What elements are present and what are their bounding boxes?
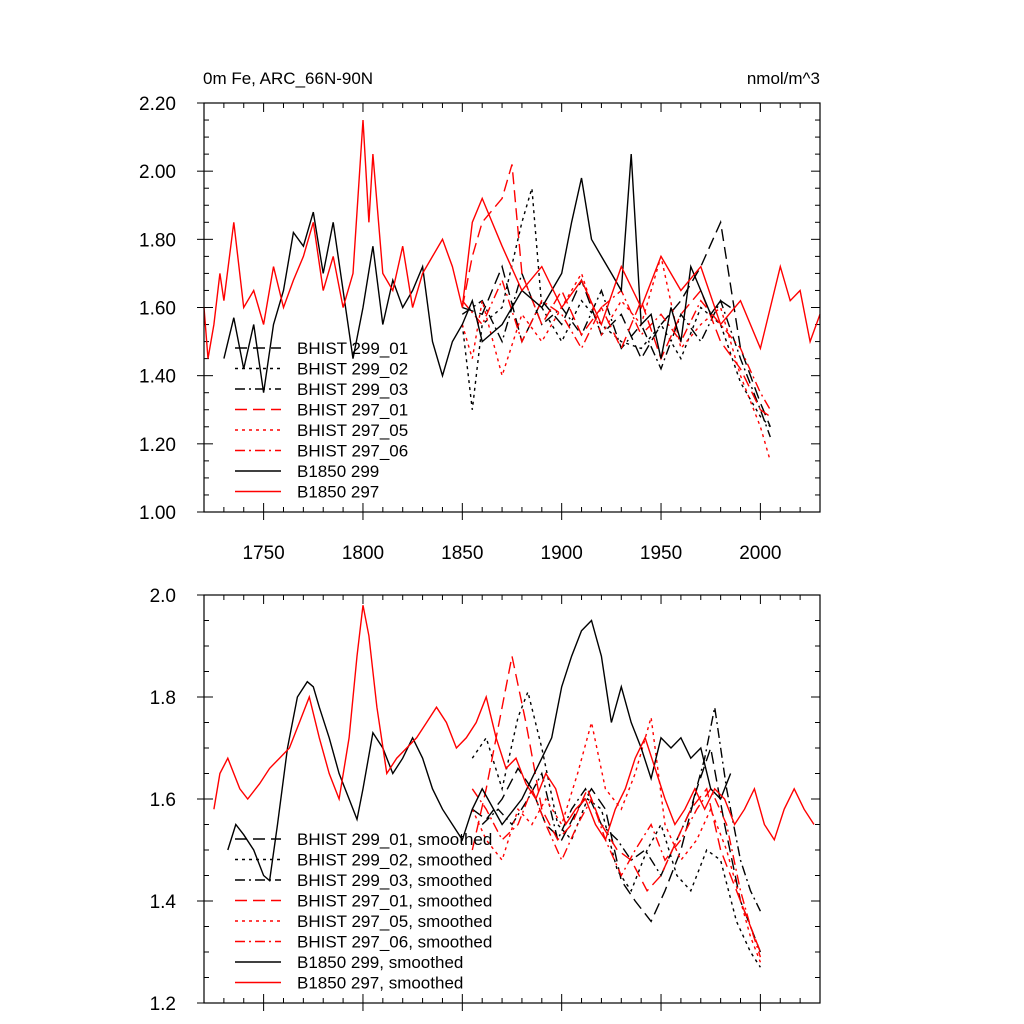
top-series-b1850-299 [223,154,731,393]
top-legend-label: BHIST 297_05 [297,421,408,440]
bottom-legend-label: BHIST 297_06, smoothed [297,933,492,952]
bottom-plot-frame [203,594,821,1004]
top-y-tick-label: 2.00 [139,162,176,183]
bottom-axis-ticks: 1.2 1.4 1.6 1.8 2.0 [150,586,821,1015]
top-x-tick-label: 1750 [242,543,284,564]
top-series-bhist-297-06 [461,278,771,411]
top-x-tick-label: 1850 [441,543,483,564]
bottom-series-group [213,605,815,968]
bottom-series-bhist-297-05-smoothed [471,717,762,963]
bottom-y-tick-label: 2.0 [150,586,176,607]
top-y-tick-label: 2.20 [139,94,176,115]
top-legend-label: BHIST 299_01 [297,339,408,358]
top-legend-label: BHIST 299_03 [297,380,408,399]
bottom-legend-label: BHIST 297_01, smoothed [297,892,492,911]
bottom-series-bhist-297-01-smoothed [471,656,762,953]
top-x-tick-label: 1950 [640,543,682,564]
bottom-legend-label: BHIST 299_01, smoothed [297,830,492,849]
bottom-series-bhist-297-06-smoothed [471,786,762,958]
top-y-tick-label: 1.20 [139,435,176,456]
bottom-series-b1850-297-smoothed [213,605,815,842]
top-chart-title: 0m Fe, ARC_66N-90N [203,69,373,88]
bottom-legend-label: B1850 299, smoothed [297,953,463,972]
top-y-tick-label: 1.60 [139,299,176,320]
top-series-b1850-297 [203,119,821,359]
top-series-bhist-297-01 [461,164,771,418]
top-y-tick-label: 1.40 [139,367,176,388]
top-x-tick-label: 1800 [342,543,384,564]
bottom-legend-label: BHIST 299_02, smoothed [297,851,492,870]
top-legend-label: BHIST 297_06 [297,442,408,461]
top-x-tick-label: 1900 [541,543,583,564]
top-y-tick-label: 1.00 [139,503,176,524]
top-legend-label: B1850 297 [297,483,379,502]
bottom-legend-label: BHIST 299_03, smoothed [297,871,492,890]
bottom-y-tick-label: 1.6 [150,790,176,811]
bottom-series-bhist-299-02-smoothed [471,689,761,968]
top-legend-label: BHIST 299_02 [297,360,408,379]
top-series-group [203,119,821,462]
bottom-y-tick-label: 1.4 [150,892,177,913]
top-series-bhist-299-03 [461,271,771,438]
bottom-legend: BHIST 299_01, smoothed BHIST 299_02, smoo… [235,830,492,993]
top-y-tick-label: 1.80 [139,230,176,251]
top-series-bhist-299-02 [461,188,771,428]
top-panel: 0m Fe, ARC_66N-90N nmol/m^3 1750 1800 1850… [139,69,821,564]
top-plot-frame [203,102,821,513]
top-chart-units: nmol/m^3 [747,69,820,88]
bottom-legend-label: BHIST 297_05, smoothed [297,912,492,931]
bottom-series-bhist-299-01-smoothed [471,745,762,953]
top-legend-label: BHIST 297_01 [297,401,408,420]
bottom-legend-label: B1850 297, smoothed [297,974,463,993]
top-legend-label: B1850 299 [297,462,379,481]
bottom-series-b1850-299-smoothed [227,619,732,882]
top-series-bhist-297-05 [461,256,771,462]
top-series-bhist-299-01 [462,219,771,428]
bottom-y-tick-label: 1.2 [150,994,176,1015]
bottom-y-tick-label: 1.8 [150,688,176,709]
top-x-tick-label: 2000 [739,543,781,564]
bottom-panel: 1.21.41.61.82.0 BHIST 299_01, smoothedBH… [150,586,821,1015]
